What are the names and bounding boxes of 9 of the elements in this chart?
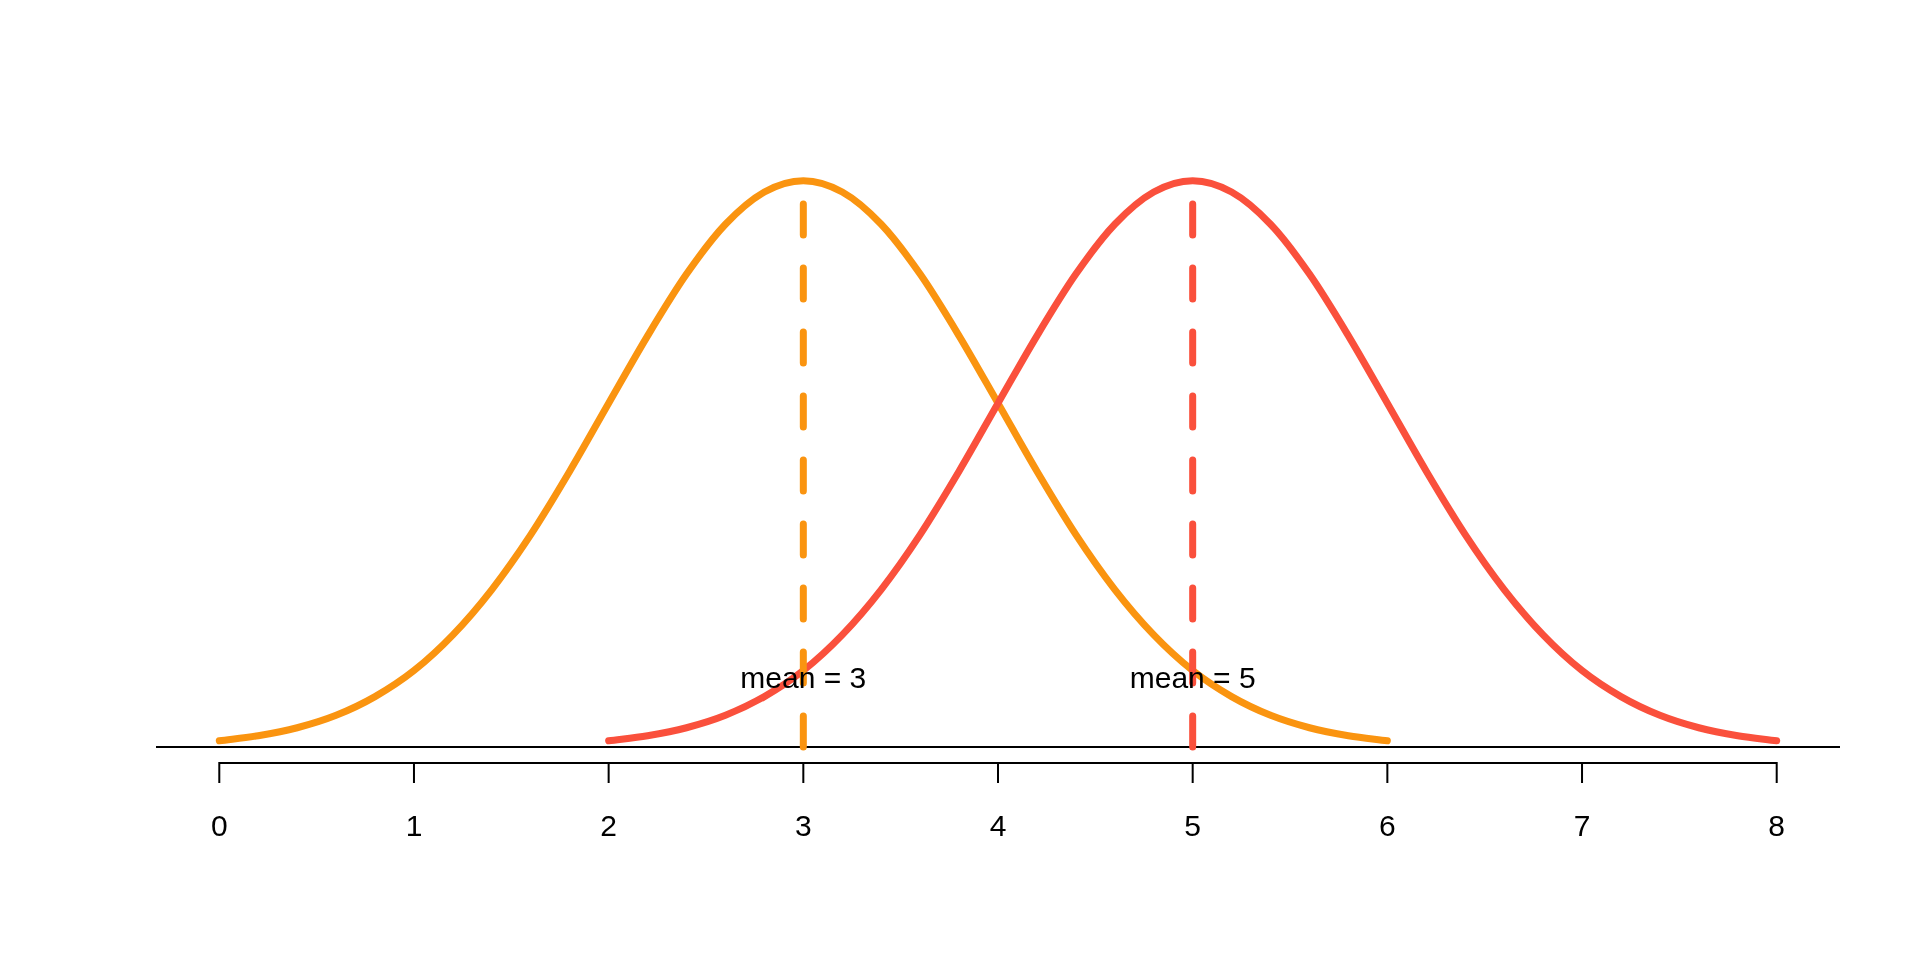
- x-tick-label: 6: [1379, 809, 1396, 843]
- x-tick-label: 8: [1768, 809, 1786, 843]
- x-tick-label: 5: [1184, 809, 1202, 843]
- x-tick-label: 1: [405, 809, 423, 843]
- x-tick-label: 2: [600, 809, 617, 843]
- x-tick-label: 3: [794, 809, 812, 843]
- x-tick-label: 0: [210, 809, 228, 843]
- x-tick-label: 7: [1573, 809, 1591, 843]
- x-tick-label: 4: [989, 809, 1007, 843]
